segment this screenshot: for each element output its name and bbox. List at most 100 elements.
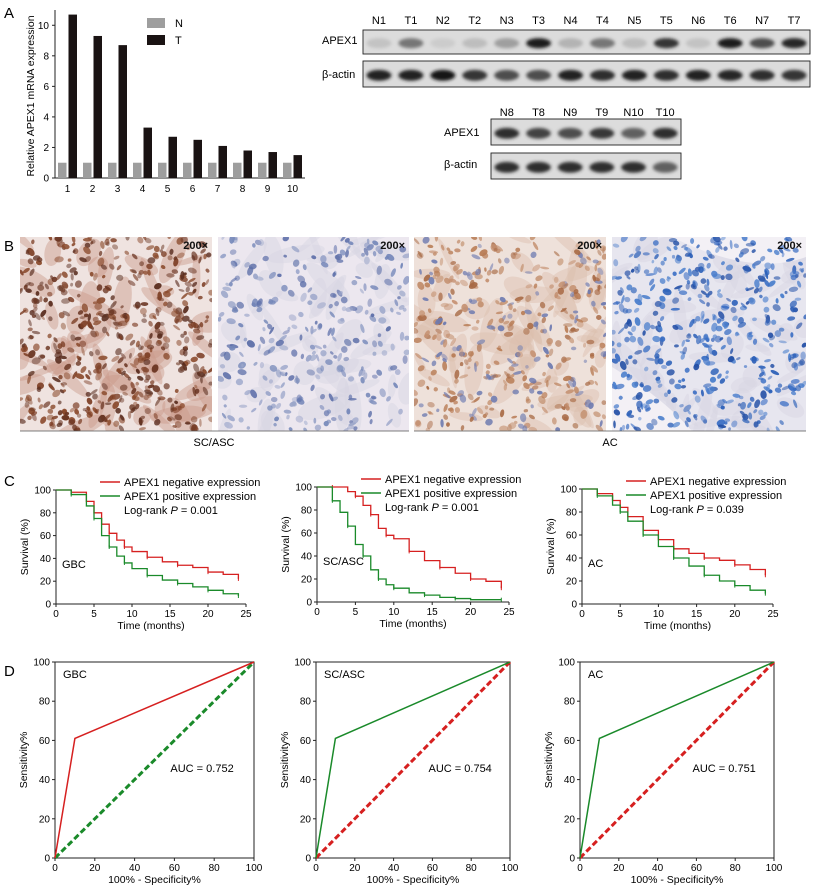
ihc-nucleus bbox=[74, 426, 80, 431]
ihc-nucleus bbox=[138, 419, 144, 424]
ihc-nucleus bbox=[706, 262, 711, 269]
ihc-nucleus bbox=[562, 307, 569, 314]
ihc-nucleus bbox=[727, 356, 735, 363]
bar-n bbox=[158, 162, 167, 178]
ihc-nucleus bbox=[641, 294, 651, 300]
ihc-nucleus bbox=[735, 257, 740, 263]
ihc-nucleus bbox=[58, 238, 63, 243]
ihc-nucleus bbox=[443, 329, 451, 339]
ihc-nucleus bbox=[542, 371, 546, 377]
ihc-nucleus bbox=[197, 295, 203, 300]
blot1-band bbox=[653, 69, 679, 81]
ihc-nucleus bbox=[687, 252, 692, 257]
bar-chart-legend: N T bbox=[147, 18, 183, 47]
ihc-nucleus bbox=[680, 385, 687, 389]
ihc-nucleus bbox=[644, 366, 649, 372]
ihc-stroma bbox=[67, 330, 88, 354]
ihc-nucleus bbox=[198, 241, 207, 248]
ihc-nucleus bbox=[633, 307, 640, 313]
roc-y-tick-label: 100 bbox=[33, 658, 50, 669]
ihc-nucleus bbox=[53, 342, 58, 351]
ihc-nucleus bbox=[118, 395, 123, 403]
blot2-band bbox=[557, 161, 583, 173]
blot2-membrane bbox=[490, 152, 682, 180]
ihc-nucleus bbox=[464, 359, 469, 366]
roc-subset-label: AC bbox=[588, 669, 603, 681]
ihc-nucleus bbox=[52, 389, 61, 398]
ihc-nucleus bbox=[757, 275, 766, 282]
ihc-nucleus bbox=[20, 397, 24, 402]
ihc-nucleus bbox=[337, 352, 343, 362]
ihc-nucleus bbox=[434, 237, 439, 242]
survival-subset-label: AC bbox=[588, 558, 603, 570]
ihc-nucleus bbox=[562, 375, 572, 382]
ihc-stroma bbox=[776, 368, 804, 384]
ihc-nucleus bbox=[259, 362, 265, 369]
ihc-nucleus bbox=[711, 270, 718, 278]
ihc-nucleus bbox=[50, 404, 56, 410]
ihc-nucleus bbox=[602, 351, 606, 358]
ihc-nucleus bbox=[234, 275, 240, 281]
ihc-nucleus bbox=[553, 251, 560, 257]
ihc-nucleus bbox=[68, 419, 75, 426]
ihc-nucleus bbox=[630, 268, 635, 273]
ihc-nucleus bbox=[320, 255, 327, 263]
roc-x-tick-label: 60 bbox=[427, 863, 439, 874]
roc-ylabel: Sensitivity% bbox=[279, 732, 291, 789]
ihc-nucleus bbox=[48, 383, 55, 391]
ihc-nucleus bbox=[241, 363, 244, 368]
ihc-nucleus bbox=[262, 327, 266, 332]
ihc-nucleus bbox=[580, 257, 587, 265]
ihc-nucleus bbox=[683, 272, 690, 281]
ihc-nucleus bbox=[574, 328, 580, 333]
ihc-nucleus bbox=[718, 311, 725, 319]
ihc-nucleus bbox=[84, 242, 91, 248]
ihc-nucleus bbox=[30, 411, 38, 416]
ihc-nucleus bbox=[545, 354, 550, 358]
ihc-nucleus bbox=[454, 378, 459, 384]
survival-y-tick-label: 60 bbox=[40, 531, 52, 542]
logrank-text: Log-rank P = 0.039 bbox=[650, 504, 744, 516]
ihc-stroma bbox=[545, 367, 558, 393]
ihc-nucleus bbox=[79, 257, 87, 263]
ihc-nucleus bbox=[509, 320, 515, 326]
ihc-nucleus bbox=[84, 409, 93, 417]
ihc-nucleus bbox=[515, 247, 521, 253]
ihc-nucleus bbox=[700, 389, 704, 397]
ihc-images: 200× 200× 200× 200× bbox=[20, 237, 806, 431]
ihc-nucleus bbox=[642, 252, 650, 256]
ihc-nucleus bbox=[785, 257, 795, 262]
ihc-stroma bbox=[296, 237, 334, 254]
ihc-nucleus bbox=[456, 239, 461, 244]
ihc-nucleus bbox=[451, 299, 458, 305]
blot1-band bbox=[494, 38, 520, 49]
ihc-nucleus bbox=[135, 305, 139, 310]
ihc-nucleus bbox=[659, 295, 666, 302]
ihc-nucleus bbox=[743, 365, 748, 368]
ihc-nucleus bbox=[759, 415, 766, 421]
ihc-nucleus bbox=[178, 360, 185, 365]
ihc-nucleus bbox=[687, 297, 692, 302]
bar-x-tick-label: 2 bbox=[90, 184, 96, 195]
ihc-nucleus bbox=[203, 253, 207, 260]
blot1-lane-label: N7 bbox=[755, 15, 769, 27]
ihc-nucleus bbox=[717, 289, 721, 293]
ihc-nucleus bbox=[767, 375, 773, 380]
survival-x-tick-label: 0 bbox=[314, 607, 320, 618]
ihc-nucleus bbox=[593, 411, 601, 418]
ihc-nucleus bbox=[314, 320, 318, 325]
ihc-nucleus bbox=[25, 394, 33, 402]
roc-y-tick-label: 40 bbox=[564, 775, 576, 786]
roc-y-tick-label: 0 bbox=[305, 854, 311, 865]
ihc-nucleus bbox=[414, 389, 418, 396]
blot1-band bbox=[398, 69, 424, 81]
ihc-nucleus bbox=[677, 379, 682, 383]
ihc-nucleus bbox=[674, 324, 684, 331]
ihc-nucleus bbox=[651, 418, 658, 426]
ihc-nucleus bbox=[507, 324, 514, 332]
ihc-nucleus bbox=[47, 291, 53, 297]
ihc-nucleus bbox=[426, 385, 430, 390]
ihc-nucleus bbox=[82, 237, 92, 242]
blot1-band bbox=[366, 69, 392, 81]
logrank-text: Log-rank P = 0.001 bbox=[124, 505, 218, 517]
